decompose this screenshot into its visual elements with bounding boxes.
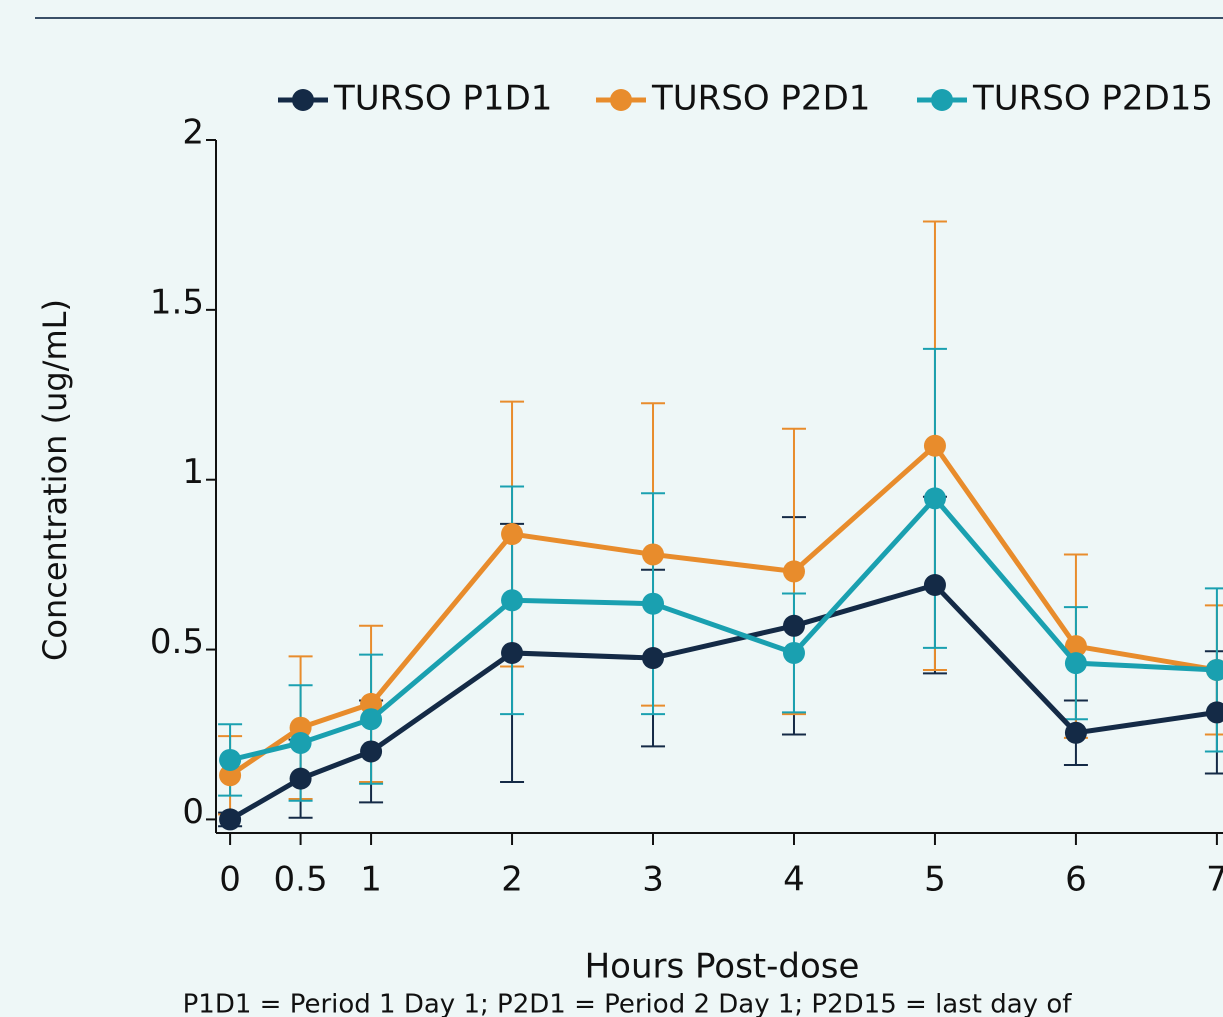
legend-marker (292, 89, 314, 111)
y-axis-label: Concentration (ug/mL) (36, 299, 74, 661)
x-axis-label: Hours Post-dose (585, 947, 860, 987)
data-point (360, 740, 383, 763)
y-tick-label: 2 (182, 113, 204, 153)
data-point (501, 589, 524, 612)
data-point (782, 560, 805, 583)
x-tick-label: 0 (219, 860, 241, 900)
x-tick-label: 7 (1206, 860, 1223, 900)
legend-label: TURSO P1D1 (333, 79, 552, 119)
data-point (289, 731, 312, 754)
data-point (360, 708, 383, 731)
data-point (289, 767, 312, 790)
legend-marker (931, 89, 953, 111)
x-tick-label: 0.5 (274, 860, 328, 900)
data-point (642, 592, 665, 615)
x-tick-label: 1 (360, 860, 382, 900)
data-point (782, 641, 805, 664)
y-tick-label: 1.5 (150, 282, 204, 322)
data-point (1205, 701, 1223, 724)
y-tick-label: 0.5 (150, 622, 204, 662)
legend-label: TURSO P2D1 (651, 79, 870, 119)
data-point (782, 614, 805, 637)
data-point (1064, 652, 1087, 675)
data-point (923, 434, 946, 457)
data-point (642, 647, 665, 670)
data-point (360, 692, 383, 715)
data-point (219, 748, 242, 771)
y-tick-label: 1 (182, 452, 204, 492)
x-tick-label: 6 (1065, 860, 1087, 900)
data-point (1064, 635, 1087, 658)
data-point (923, 574, 946, 597)
x-tick-label: 3 (642, 860, 664, 900)
data-point (219, 764, 242, 787)
data-point (501, 641, 524, 664)
footnote: P1D1 = Period 1 Day 1; P2D1 = Period 2 D… (183, 990, 1073, 1017)
data-point (1205, 658, 1223, 681)
data-point (923, 487, 946, 510)
data-point (1064, 721, 1087, 744)
data-point (289, 716, 312, 739)
data-point (642, 543, 665, 566)
x-tick-label: 4 (783, 860, 805, 900)
x-tick-label: 2 (501, 860, 523, 900)
legend-marker (610, 89, 632, 111)
x-tick-label: 5 (924, 860, 946, 900)
y-tick-label: 0 (182, 792, 204, 832)
data-point (219, 808, 242, 831)
data-point (501, 523, 524, 546)
legend-label: TURSO P2D15 (972, 79, 1213, 119)
